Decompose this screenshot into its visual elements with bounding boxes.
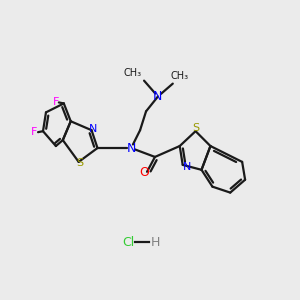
Text: F: F — [31, 127, 37, 137]
Text: CH₃: CH₃ — [171, 71, 189, 81]
Text: H: H — [150, 236, 160, 249]
Text: N: N — [182, 162, 191, 172]
Text: O: O — [139, 166, 149, 179]
Text: S: S — [192, 123, 199, 133]
Text: N: N — [127, 142, 136, 154]
Text: F: F — [53, 98, 59, 107]
Text: S: S — [76, 158, 83, 168]
Text: CH₃: CH₃ — [123, 68, 141, 78]
Text: N: N — [89, 124, 98, 134]
Text: Cl: Cl — [122, 236, 134, 249]
Text: N: N — [153, 90, 163, 103]
